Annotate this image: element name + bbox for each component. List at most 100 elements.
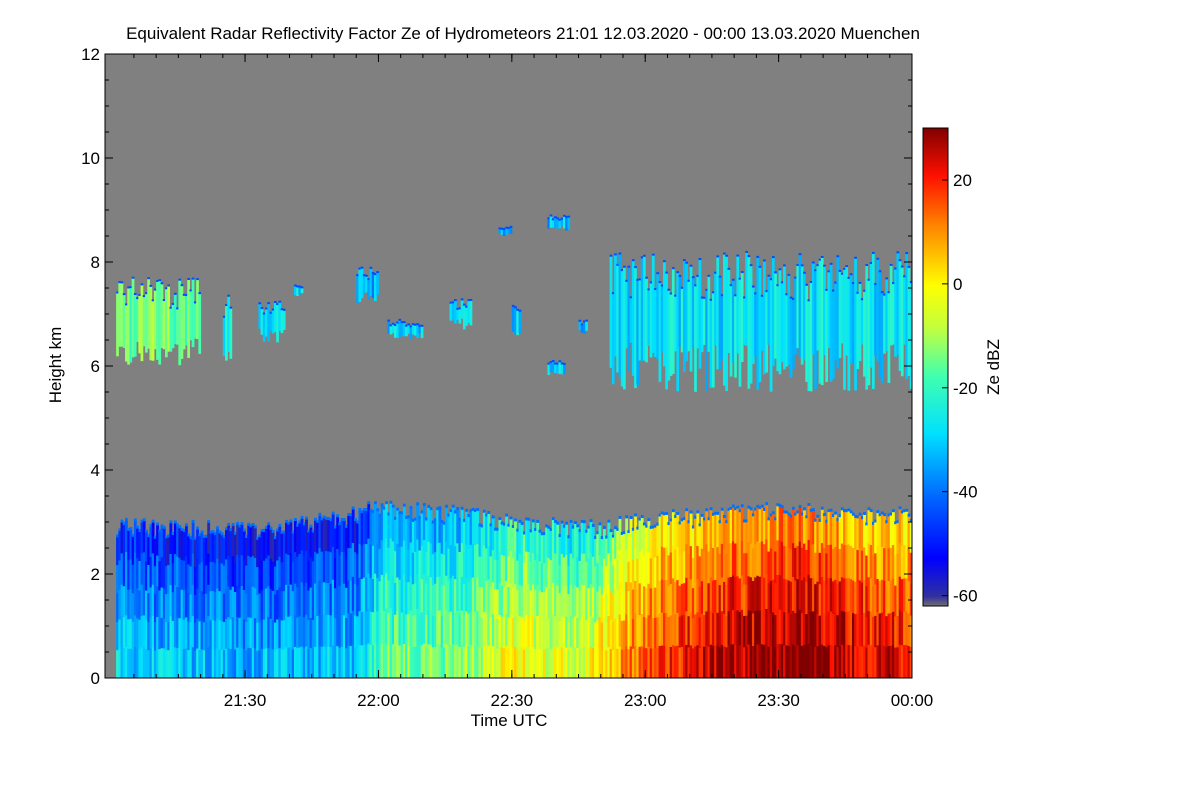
cloud-edge-cell xyxy=(738,277,742,280)
echo-cell xyxy=(889,612,893,646)
echo-cell xyxy=(165,593,168,623)
echo-cell xyxy=(478,647,482,678)
echo-cell xyxy=(145,531,148,562)
cloud-cell xyxy=(451,302,455,321)
echo-cell xyxy=(178,557,182,589)
echo-cell xyxy=(743,615,746,648)
echo-cell xyxy=(580,646,584,678)
echo-top-cell xyxy=(251,522,255,526)
echo-cell xyxy=(387,514,391,548)
echo-cell xyxy=(349,612,353,646)
echo-cell xyxy=(900,545,904,580)
echo-cell xyxy=(165,621,168,651)
echo-cell xyxy=(751,612,755,646)
echo-cell xyxy=(540,534,544,564)
echo-cell xyxy=(727,644,731,678)
echo-cell xyxy=(398,579,402,613)
echo-top-cell xyxy=(680,518,684,522)
cloud-cell xyxy=(778,269,782,375)
echo-cell xyxy=(611,621,615,651)
echo-cell xyxy=(427,609,431,645)
echo-top-cell xyxy=(122,522,126,526)
cloud-cell xyxy=(400,322,404,336)
echo-cell xyxy=(331,612,335,646)
echo-cell xyxy=(200,532,204,563)
echo-top-cell xyxy=(149,524,153,528)
echo-top-cell xyxy=(158,529,162,533)
echo-cell xyxy=(542,591,546,621)
cloud-edge-cell xyxy=(556,217,560,220)
echo-top-cell xyxy=(296,523,300,527)
echo-top-cell xyxy=(145,529,148,533)
echo-top-cell xyxy=(591,523,595,527)
echo-cell xyxy=(616,559,620,590)
cloud-cell xyxy=(511,305,515,332)
cloud-cell xyxy=(300,287,304,294)
echo-cell xyxy=(562,617,566,649)
echo-cell xyxy=(271,619,275,650)
echo-cell xyxy=(609,531,613,562)
cloud-cell xyxy=(907,266,911,376)
echo-cell xyxy=(805,581,809,615)
echo-cell xyxy=(676,579,680,613)
echo-cell xyxy=(885,615,889,648)
echo-cell xyxy=(609,560,613,591)
echo-cell xyxy=(456,509,460,544)
echo-top-cell xyxy=(278,523,282,527)
cloud-edge-cell xyxy=(398,318,402,321)
echo-cell xyxy=(138,560,142,591)
echo-cell xyxy=(398,612,402,646)
echo-cell xyxy=(260,530,264,561)
cloud-cell xyxy=(667,289,671,381)
echo-cell xyxy=(814,615,817,648)
echo-top-cell xyxy=(707,517,711,521)
echo-cell xyxy=(505,645,508,678)
echo-cell xyxy=(240,585,244,617)
echo-cell xyxy=(634,580,637,614)
echo-cell xyxy=(173,615,177,648)
echo-cell xyxy=(549,589,553,620)
echo-cell xyxy=(247,524,251,556)
echo-cell xyxy=(414,614,417,647)
echo-cell xyxy=(723,645,726,678)
echo-cell xyxy=(680,583,684,616)
echo-top-cell xyxy=(727,507,731,511)
echo-cell xyxy=(703,519,706,552)
echo-cell xyxy=(276,619,279,650)
echo-top-cell xyxy=(160,524,164,528)
echo-top-cell xyxy=(631,527,635,531)
echo-cell xyxy=(425,519,428,552)
cloud-cell xyxy=(258,303,262,329)
cloud-cell xyxy=(727,268,731,353)
cloud-edge-cell xyxy=(120,281,124,284)
echo-cell xyxy=(551,519,555,552)
echo-cell xyxy=(271,561,275,591)
echo-cell xyxy=(820,508,824,544)
echo-cell xyxy=(640,549,644,582)
echo-top-cell xyxy=(353,518,357,522)
cloud-edge-cell xyxy=(558,360,562,363)
echo-top-cell xyxy=(529,529,533,533)
echo-cell xyxy=(449,644,453,678)
echo-top-cell xyxy=(683,517,686,521)
echo-cell xyxy=(785,611,789,646)
echo-cell xyxy=(854,581,858,615)
echo-cell xyxy=(296,525,300,557)
echo-cell xyxy=(400,612,404,646)
echo-cell xyxy=(649,527,653,559)
echo-cell xyxy=(327,646,331,678)
echo-cell xyxy=(407,581,411,615)
y-tick-label: 6 xyxy=(91,357,100,376)
echo-cell xyxy=(133,520,137,553)
echo-top-cell xyxy=(487,510,491,514)
echo-cell xyxy=(316,584,320,617)
echo-cell xyxy=(369,611,373,646)
echo-cell xyxy=(316,553,320,585)
echo-cell xyxy=(269,558,273,589)
echo-cell xyxy=(827,511,831,545)
cloud-cell xyxy=(394,325,397,338)
echo-cell xyxy=(720,644,724,678)
echo-cell xyxy=(689,578,693,613)
echo-cell xyxy=(434,614,437,647)
echo-cell xyxy=(385,573,388,609)
